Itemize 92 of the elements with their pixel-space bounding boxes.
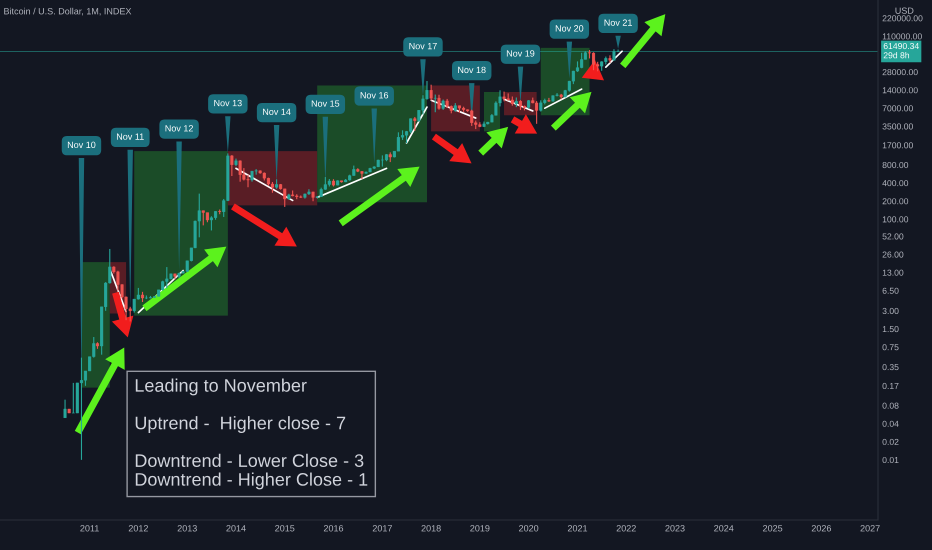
candlestick xyxy=(230,154,234,177)
candlestick xyxy=(72,382,75,414)
candlestick xyxy=(250,170,254,182)
y-tick-label: 0.75 xyxy=(882,344,899,350)
candlestick xyxy=(132,298,136,314)
y-tick-label: 0.35 xyxy=(882,364,899,370)
y-tick-label: 28000.00 xyxy=(882,69,918,76)
y-tick-label: 200.00 xyxy=(882,198,908,204)
y-tick-label: 220000.00 xyxy=(882,15,923,22)
x-tick-label: 2014 xyxy=(226,525,246,532)
ref-line-label: 61490.34 29d 8h xyxy=(884,42,919,58)
y-tick-label: 110000.00 xyxy=(882,33,922,40)
y-tick-label: 800.00 xyxy=(882,162,908,168)
candlestick xyxy=(270,181,274,194)
candlestick xyxy=(388,152,392,163)
candlestick xyxy=(430,84,433,102)
annotation: Nov 15 xyxy=(312,100,340,107)
candlestick xyxy=(437,94,441,110)
annotation: Nov 21 xyxy=(604,19,632,26)
y-tick-label: 400.00 xyxy=(882,180,908,186)
y-tick-label: 0.02 xyxy=(882,438,898,445)
x-tick-label: 2020 xyxy=(519,525,538,532)
candlestick xyxy=(218,208,222,215)
candlestick xyxy=(312,191,315,202)
candlestick xyxy=(510,96,514,106)
x-tick-label: 2011 xyxy=(80,525,99,532)
candlestick xyxy=(535,100,538,124)
annotation: Nov 12 xyxy=(166,125,193,132)
candlestick xyxy=(409,118,412,134)
y-tick-label: 6.50 xyxy=(882,288,899,294)
candlestick xyxy=(600,60,604,72)
y-tick-label: 3.00 xyxy=(882,308,899,314)
candlestick xyxy=(352,165,356,176)
annotation: Nov 10 xyxy=(68,142,96,148)
x-tick-label: 2023 xyxy=(665,525,685,532)
x-tick-label: 2016 xyxy=(324,525,344,532)
candlestick xyxy=(63,399,67,418)
candlestick xyxy=(502,91,506,102)
annotation: Nov 20 xyxy=(556,25,584,32)
x-tick-label: 2027 xyxy=(860,525,880,532)
y-axis-title: USD xyxy=(896,7,914,14)
candlestick xyxy=(238,160,242,182)
annotation: Nov 13 xyxy=(214,100,242,106)
candlestick xyxy=(275,178,278,190)
y-tick-label: 52.00 xyxy=(882,233,904,240)
candlestick xyxy=(413,116,416,132)
text: Bitcoin / U.S. Dollar, 1M, INDEX xyxy=(4,8,132,16)
candlestick xyxy=(539,100,542,112)
candlestick xyxy=(165,266,168,289)
annotation: Nov 19 xyxy=(506,50,534,57)
candlestick xyxy=(202,210,205,226)
candlestick xyxy=(592,52,596,71)
candlestick xyxy=(380,154,384,168)
y-tick-label: 14000.00 xyxy=(882,87,918,94)
y-tick-label: 3500.00 xyxy=(882,123,913,130)
x-tick-label: 2012 xyxy=(128,525,148,532)
annotation: Nov 14 xyxy=(263,108,291,115)
x-tick-label: 2019 xyxy=(470,525,490,532)
y-tick-label: 26.00 xyxy=(882,251,904,258)
candlestick xyxy=(283,188,286,208)
x-tick-label: 2026 xyxy=(812,525,832,532)
candlestick xyxy=(206,212,209,223)
candlestick xyxy=(246,174,250,188)
y-tick-label: 7000.00 xyxy=(882,105,913,112)
annotation: Nov 11 xyxy=(116,133,144,140)
y-tick-label: 0.08 xyxy=(882,402,899,409)
candlestick xyxy=(518,100,522,111)
y-tick-label: 0.04 xyxy=(882,420,899,427)
y-tick-label: 0.17 xyxy=(882,382,898,390)
annotation: Nov 17 xyxy=(409,42,437,50)
candlestick xyxy=(514,96,518,108)
candlestick xyxy=(140,291,144,303)
x-tick-label: 2013 xyxy=(178,525,197,532)
x-tick-label: 2024 xyxy=(714,525,734,532)
annotation: Leading to November Uptrend - Higher close - 7 Downtrend - Lower Close - 3 Downtrend - Higher Close - 1 xyxy=(136,378,368,490)
candlestick xyxy=(295,194,298,200)
x-tick-label: 2025 xyxy=(763,525,782,532)
annotation: Nov 18 xyxy=(458,66,486,74)
x-tick-label: 2022 xyxy=(616,525,636,532)
candlestick xyxy=(442,98,445,110)
y-tick-label: 0.01 xyxy=(882,456,899,464)
y-tick-label: 1.50 xyxy=(882,326,899,332)
y-tick-label: 1700.00 xyxy=(882,142,913,148)
x-tick-label: 2021 xyxy=(568,525,588,532)
candlestick xyxy=(320,187,323,198)
x-tick-label: 2017 xyxy=(372,525,392,532)
x-tick-label: 2018 xyxy=(422,525,441,532)
y-tick-label: 100.00 xyxy=(882,216,908,222)
y-tick-label: 13.00 xyxy=(882,270,904,276)
candlestick xyxy=(580,52,584,69)
x-tick-label: 2015 xyxy=(275,525,294,532)
annotation: Nov 16 xyxy=(360,92,388,98)
